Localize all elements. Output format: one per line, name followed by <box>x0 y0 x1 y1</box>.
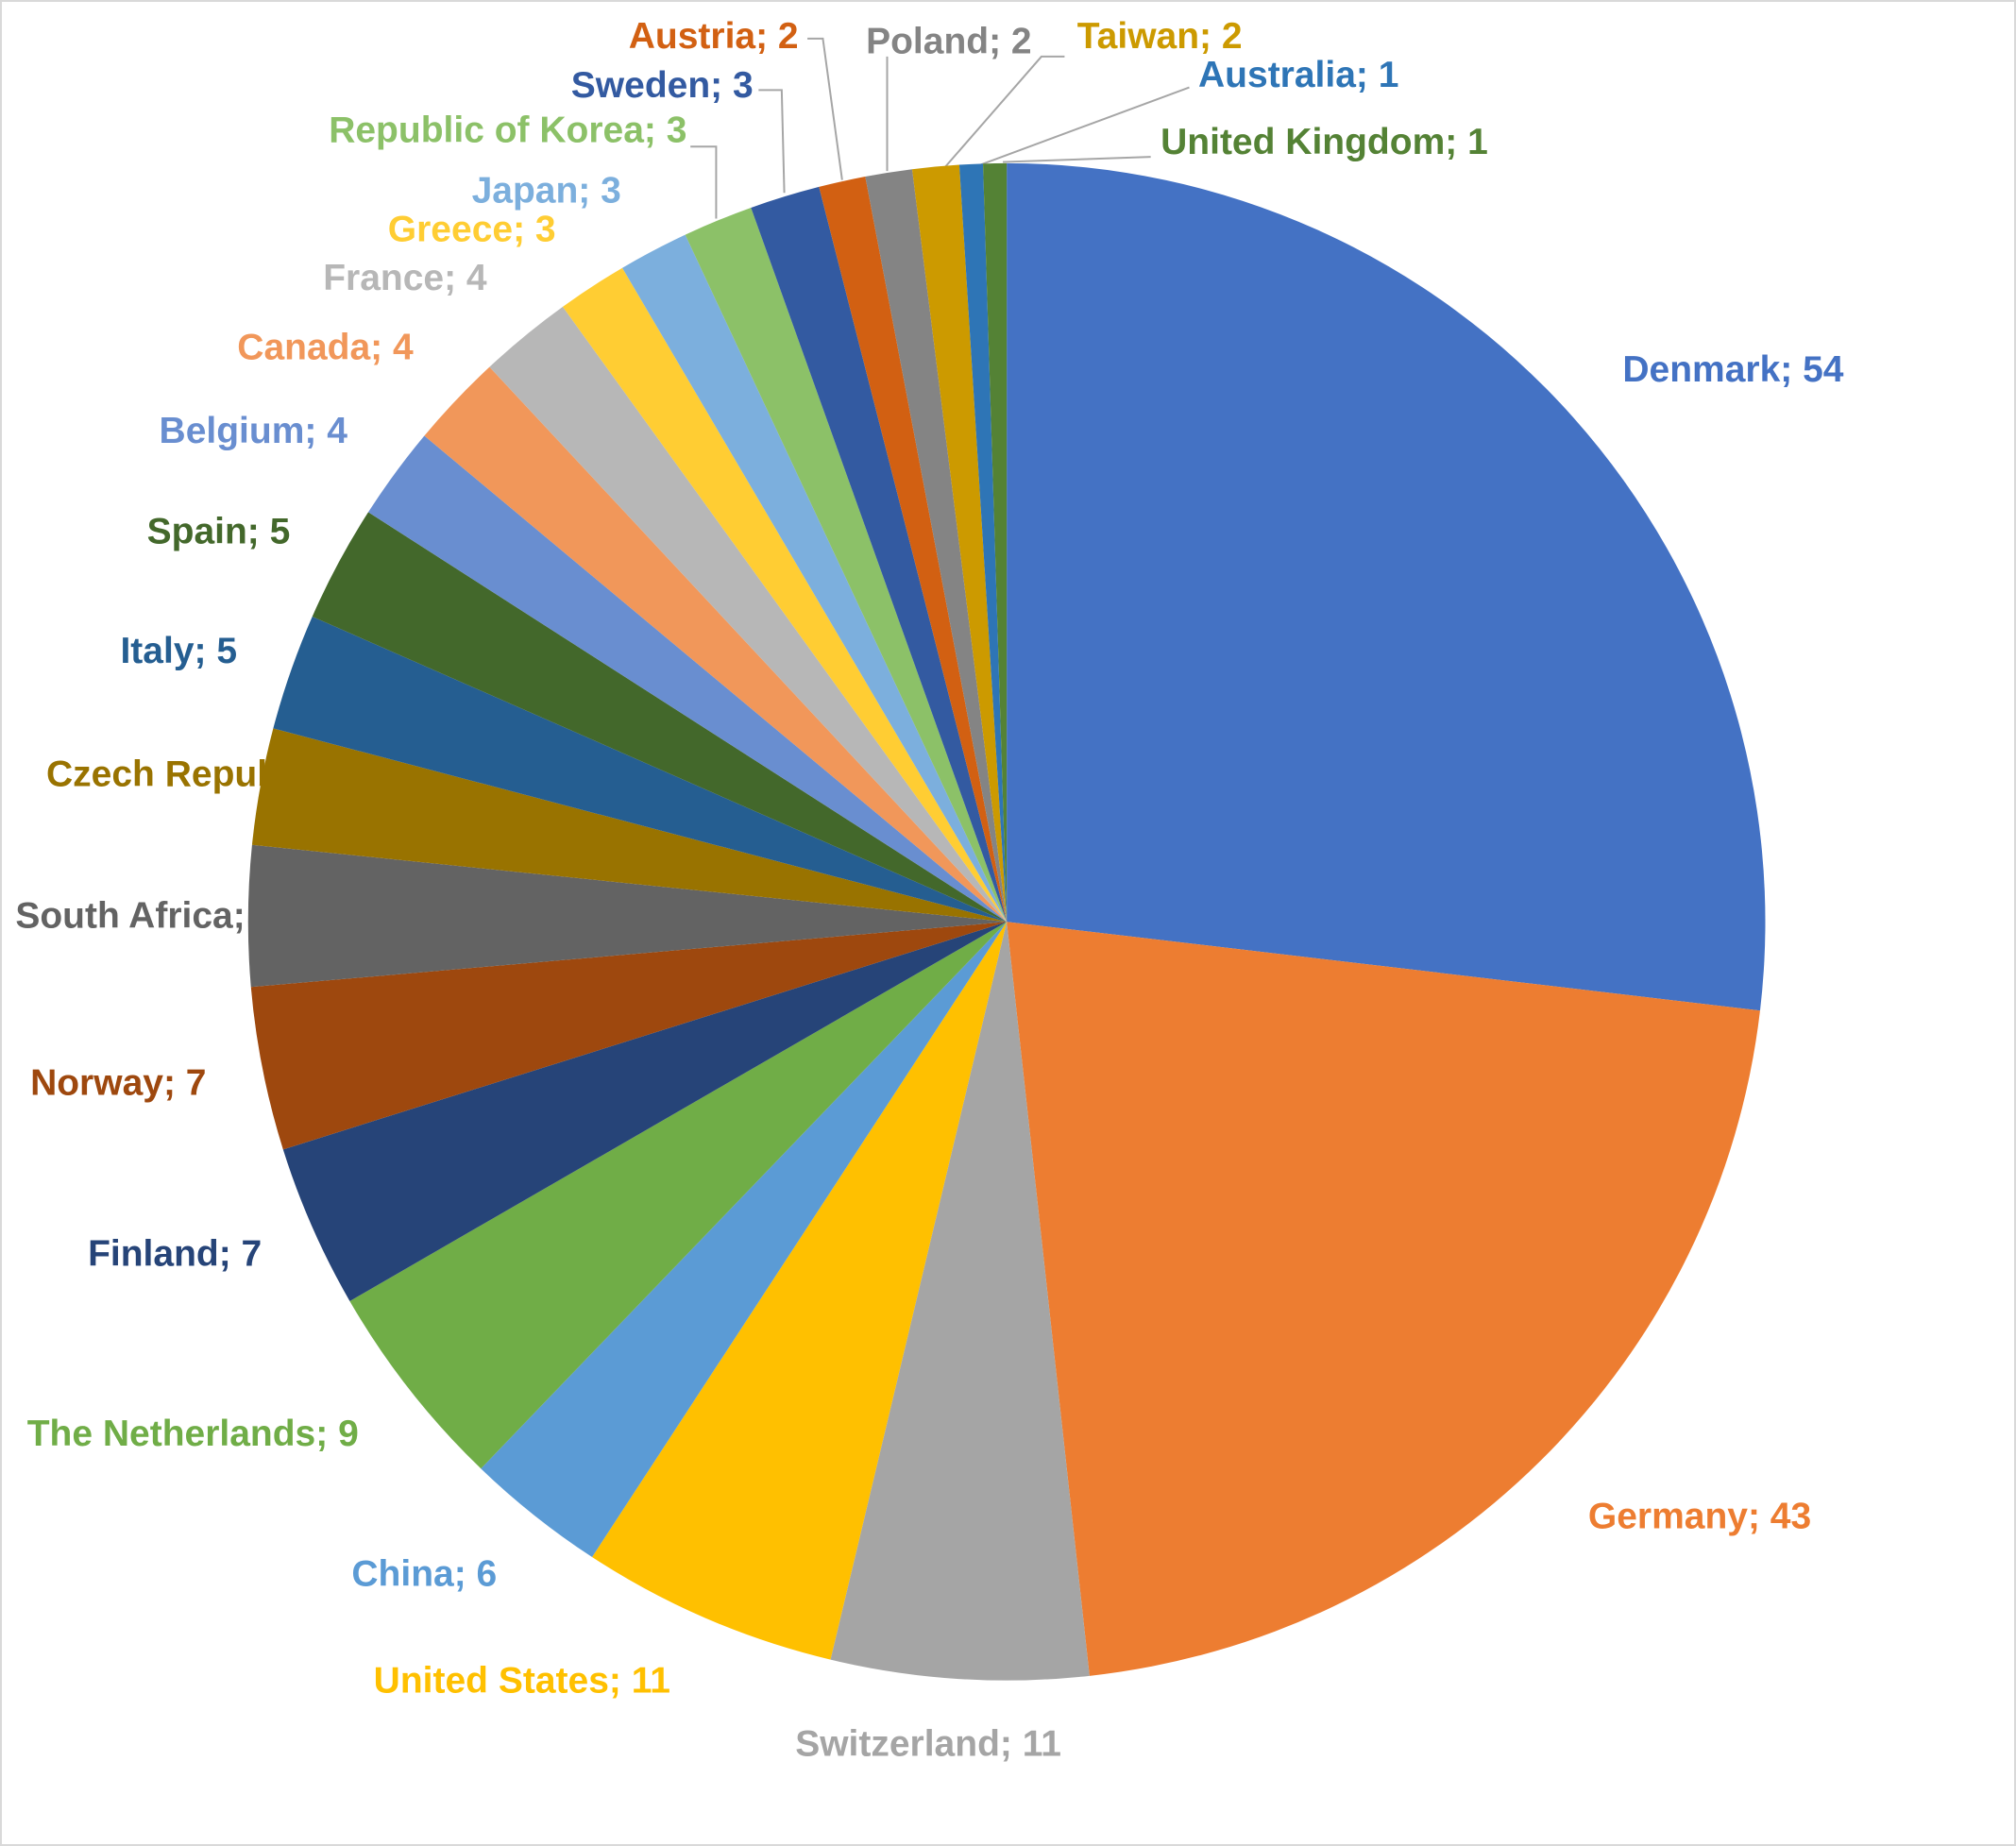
leader-line <box>690 145 718 219</box>
pie-slice <box>1007 162 1766 1011</box>
data-label: France; 4 <box>323 258 487 298</box>
pie-slice <box>282 922 1008 1301</box>
data-label: Finland; 7 <box>88 1234 262 1275</box>
data-label: Germany; 43 <box>1588 1496 1811 1536</box>
data-label: Czech Repub <box>46 754 280 795</box>
pie-slice <box>685 207 1008 923</box>
pie-slice <box>562 267 1008 923</box>
pie-slice <box>830 922 1090 1681</box>
data-label: Belgium; 4 <box>160 411 348 451</box>
data-label: Spain; 5 <box>147 511 291 551</box>
pie-slice <box>865 169 1008 923</box>
pie-slice <box>251 728 1008 923</box>
leader-line <box>1003 156 1151 163</box>
leader-line <box>980 86 1190 166</box>
data-label: Canada; 4 <box>237 328 414 368</box>
pie-slice <box>368 435 1008 923</box>
leader-line <box>758 89 786 194</box>
pie-slice <box>1007 922 1760 1676</box>
pie-slice <box>247 844 1008 988</box>
pie-slice <box>958 163 1008 923</box>
data-label: China; 6 <box>351 1554 497 1595</box>
leader-line <box>807 37 843 180</box>
pie-slice <box>250 922 1008 1150</box>
data-label: South Africa; <box>15 895 245 936</box>
data-label: Greece; 3 <box>388 209 556 249</box>
data-label: Taiwan; 2 <box>1077 16 1243 57</box>
data-label: Sweden; 3 <box>571 65 754 106</box>
data-label: Australia; 1 <box>1198 55 1398 95</box>
data-label: United Kingdom; 1 <box>1160 122 1488 162</box>
data-label: Poland; 2 <box>866 22 1032 62</box>
pie-slice <box>481 922 1008 1557</box>
data-label: Italy; 5 <box>120 631 237 671</box>
pie-slice <box>622 234 1008 923</box>
pie-slice <box>273 616 1008 923</box>
pie-slice <box>312 512 1008 923</box>
pie-slice <box>911 164 1008 923</box>
data-label: Japan; 3 <box>472 171 621 212</box>
pie-slice <box>819 177 1008 923</box>
data-label: Denmark; 54 <box>1622 349 1843 390</box>
data-label: Norway; 7 <box>30 1062 206 1103</box>
leader-line <box>944 55 1065 168</box>
data-label: Austria; 2 <box>629 16 799 57</box>
data-label: Republic of Korea; 3 <box>329 110 686 151</box>
pie-slice <box>592 922 1008 1660</box>
data-label: The Netherlands; 9 <box>27 1414 359 1454</box>
pie-slice <box>349 922 1008 1469</box>
data-label: United States; 11 <box>374 1661 670 1702</box>
pie-slice <box>983 162 1008 923</box>
pie-slice <box>751 186 1008 923</box>
data-label: Switzerland; 11 <box>795 1723 1061 1764</box>
pie-slice <box>489 306 1008 923</box>
pie-slice <box>424 366 1008 923</box>
